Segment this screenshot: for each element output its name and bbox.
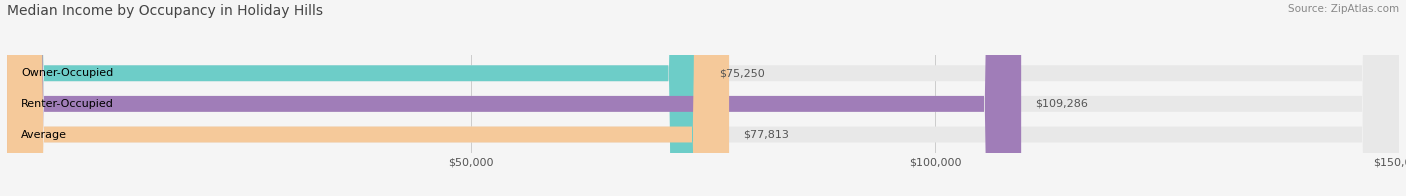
Text: Owner-Occupied: Owner-Occupied: [21, 68, 114, 78]
Text: $75,250: $75,250: [720, 68, 765, 78]
FancyBboxPatch shape: [7, 0, 1399, 196]
FancyBboxPatch shape: [7, 0, 730, 196]
FancyBboxPatch shape: [7, 0, 1399, 196]
FancyBboxPatch shape: [7, 0, 706, 196]
FancyBboxPatch shape: [7, 0, 1399, 196]
Text: Renter-Occupied: Renter-Occupied: [21, 99, 114, 109]
Text: Median Income by Occupancy in Holiday Hills: Median Income by Occupancy in Holiday Hi…: [7, 4, 323, 18]
Text: $77,813: $77,813: [742, 130, 789, 140]
Text: $109,286: $109,286: [1035, 99, 1088, 109]
FancyBboxPatch shape: [7, 0, 1021, 196]
Text: Average: Average: [21, 130, 67, 140]
Text: Source: ZipAtlas.com: Source: ZipAtlas.com: [1288, 4, 1399, 14]
